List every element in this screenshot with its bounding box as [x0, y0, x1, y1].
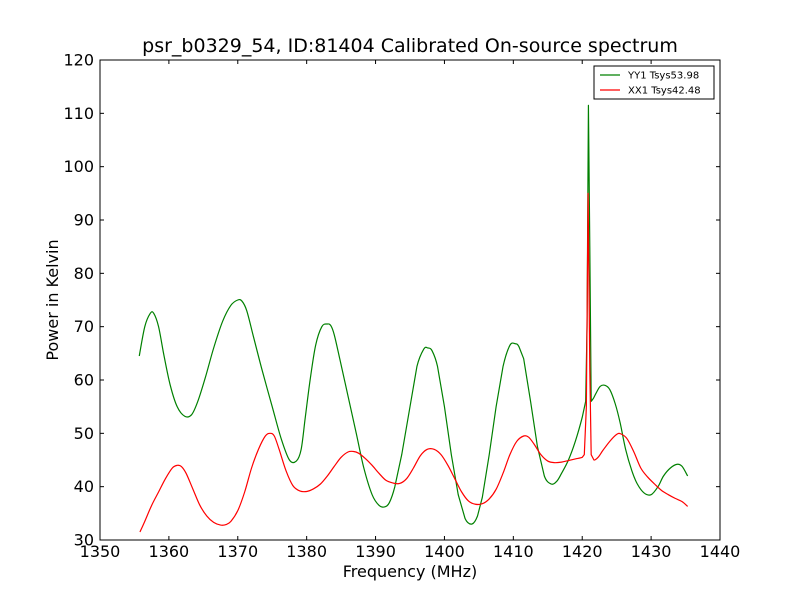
series-line-yy1: [138, 104, 689, 525]
y-tick-label: 70: [74, 317, 94, 336]
y-tick-label: 60: [74, 371, 94, 390]
x-tick-label: 1410: [493, 542, 534, 561]
y-tick-label: 80: [74, 264, 94, 283]
chart-title: psr_b0329_54, ID:81404 Calibrated On-sou…: [142, 35, 678, 57]
x-tick-label: 1350: [80, 542, 121, 561]
y-tick-label: 120: [63, 51, 94, 70]
y-axis-title: Power in Kelvin: [43, 239, 62, 360]
series-line-xx1: [139, 192, 689, 533]
legend-label-yy1: YY1 Tsys53.98: [627, 71, 699, 82]
x-tick-label: 1420: [562, 542, 603, 561]
legend-label-xx1: XX1 Tsys42.48: [628, 86, 701, 97]
plot-frame: [99, 59, 721, 541]
y-tick-label: 110: [63, 104, 94, 123]
x-tick-label: 1390: [355, 542, 396, 561]
legend: YY1 Tsys53.98 XX1 Tsys42.48: [593, 65, 715, 100]
legend-frame: [593, 65, 715, 100]
x-tick-label: 1440: [700, 542, 741, 561]
y-tick-label: 30: [74, 531, 94, 550]
series-layer: [138, 104, 689, 533]
x-tick-label: 1370: [217, 542, 258, 561]
x-tick-label: 1380: [286, 542, 327, 561]
x-tick-label: 1430: [631, 542, 672, 561]
x-tick-label: 1400: [424, 542, 465, 561]
y-tick-label: 50: [74, 424, 94, 443]
plot-area: 1350 1360 1370 1380 1390 1400 1410 1420 1430 1440…: [63, 51, 740, 562]
tick-layer: 1350 1360 1370 1380 1390 1400 1410 1420 1430 1440…: [63, 51, 740, 562]
x-axis-title: Frequency (MHz): [343, 562, 477, 581]
y-tick-label: 100: [63, 157, 94, 176]
x-tick-label: 1360: [149, 542, 190, 561]
y-tick-label: 40: [74, 477, 94, 496]
y-tick-label: 90: [74, 211, 94, 230]
